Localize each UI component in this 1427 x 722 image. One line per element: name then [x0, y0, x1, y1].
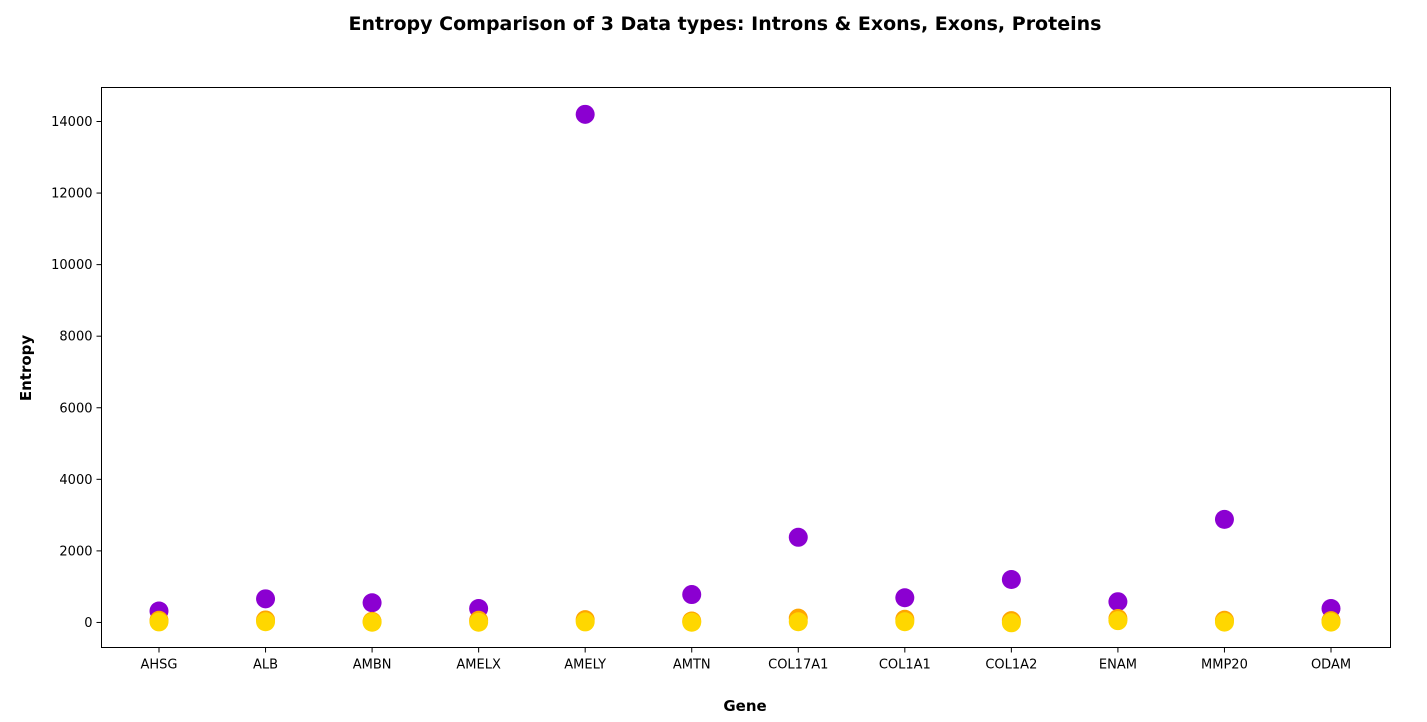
x-tick-label: ENAM: [1099, 658, 1137, 673]
data-point: [895, 588, 915, 608]
data-point: [575, 612, 595, 632]
data-point: [256, 612, 276, 632]
x-tick-label: MMP20: [1201, 658, 1248, 673]
series-2: [149, 608, 1341, 631]
data-point: [1001, 613, 1021, 633]
data-point: [1001, 570, 1021, 590]
x-tick-label: AMELY: [564, 658, 606, 673]
x-tick-label: AMBN: [353, 658, 392, 673]
plot-area-frame: [101, 87, 1391, 648]
data-point: [682, 612, 702, 632]
data-point: [575, 104, 595, 124]
y-tick-label: 4000: [59, 473, 92, 488]
y-tick-label: 6000: [59, 401, 92, 416]
x-tick-label: COL1A1: [879, 658, 931, 673]
data-point: [362, 593, 382, 613]
data-points: [149, 104, 1341, 633]
x-tick-label: AHSG: [141, 658, 178, 673]
x-tick-label: COL17A1: [768, 658, 828, 673]
data-point: [1321, 612, 1341, 632]
y-tick-label: 8000: [59, 330, 92, 345]
x-tick-label: ODAM: [1311, 658, 1351, 673]
y-tick-label: 2000: [59, 544, 92, 559]
y-tick-label: 14000: [51, 115, 92, 130]
y-axis: 0 2000 4000 6000 8000 10000 12000 14000: [51, 115, 102, 631]
x-axis: AHSG ALB AMBN AMELX AMELY AMTN COL17A1 COL1A1 CO…: [141, 647, 1351, 673]
y-tick-label: 0: [84, 616, 92, 631]
x-tick-label: AMELX: [456, 658, 501, 673]
x-tick-label: COL1A2: [985, 658, 1037, 673]
y-tick-label: 10000: [51, 258, 92, 273]
data-point: [469, 612, 489, 632]
series-3: [149, 611, 1341, 633]
data-point: [1214, 612, 1234, 632]
x-tick-label: ALB: [253, 658, 278, 673]
data-point: [362, 612, 382, 632]
y-axis-label: Entropy: [17, 335, 35, 402]
data-point: [1214, 509, 1234, 529]
data-point: [1108, 611, 1128, 631]
y-tick-label: 12000: [51, 187, 92, 202]
data-point: [149, 612, 169, 632]
chart-title: Entropy Comparison of 3 Data types: Intr…: [349, 13, 1102, 35]
data-point: [682, 585, 702, 605]
series-1: [149, 104, 1341, 621]
data-point: [1108, 592, 1128, 612]
x-tick-label: AMTN: [673, 658, 711, 673]
data-point: [256, 589, 276, 609]
data-point: [788, 527, 808, 547]
x-axis-label: Gene: [723, 697, 766, 715]
data-point: [788, 612, 808, 632]
data-point: [895, 612, 915, 632]
